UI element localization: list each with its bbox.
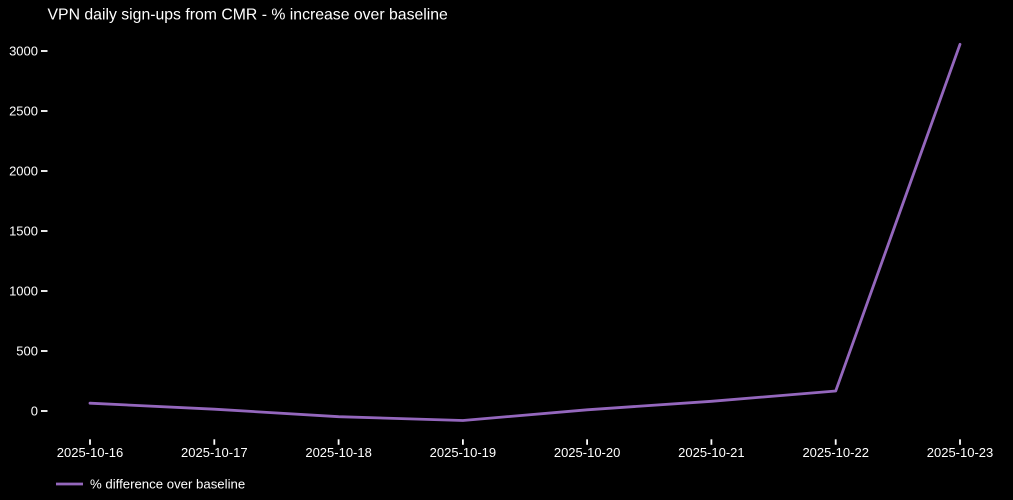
svg-text:2025-10-22: 2025-10-22 (802, 445, 869, 460)
svg-text:0: 0 (31, 404, 38, 419)
svg-text:2025-10-21: 2025-10-21 (678, 445, 745, 460)
svg-text:1500: 1500 (9, 224, 38, 239)
svg-text:2025-10-20: 2025-10-20 (554, 445, 621, 460)
svg-text:1000: 1000 (9, 284, 38, 299)
svg-text:2025-10-17: 2025-10-17 (181, 445, 248, 460)
svg-text:2000: 2000 (9, 164, 38, 179)
svg-text:2025-10-19: 2025-10-19 (430, 445, 497, 460)
svg-text:2025-10-23: 2025-10-23 (927, 445, 994, 460)
svg-text:% difference over baseline: % difference over baseline (90, 477, 245, 492)
svg-text:2500: 2500 (9, 104, 38, 119)
svg-text:2025-10-16: 2025-10-16 (57, 445, 124, 460)
svg-text:500: 500 (16, 344, 38, 359)
svg-text:3000: 3000 (9, 44, 38, 59)
svg-text:2025-10-18: 2025-10-18 (305, 445, 372, 460)
svg-text:VPN daily sign-ups from CMR -: VPN daily sign-ups from CMR - % increase… (48, 7, 449, 24)
